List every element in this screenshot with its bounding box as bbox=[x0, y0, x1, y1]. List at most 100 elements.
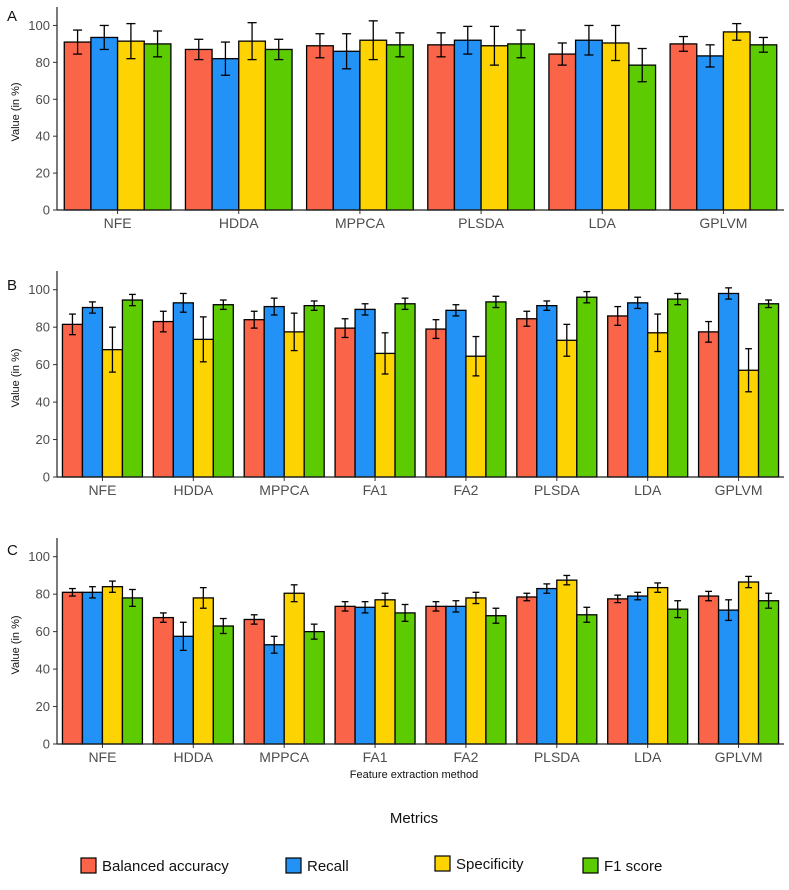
bar-b-mppca-balanced-accuracy bbox=[243, 319, 265, 478]
error-bar-c-nfe-balanced-accuracy bbox=[69, 587, 76, 597]
x-tick-label-b-mppca: MPPCA bbox=[259, 482, 309, 498]
error-bar-c-gplvm-f1-score bbox=[765, 592, 772, 609]
error-bar-b-mppca-specificity bbox=[290, 312, 298, 352]
error-bar-a-mppca-recall bbox=[342, 33, 352, 70]
error-bar-c-plsda-recall bbox=[543, 583, 551, 594]
error-bar-b-lda-specificity bbox=[654, 313, 662, 353]
bar-b-plsda-f1-score bbox=[576, 296, 598, 478]
error-bar-b-nfe-balanced-accuracy bbox=[69, 313, 76, 336]
error-bar-b-lda-recall bbox=[634, 296, 642, 310]
x-tick-label-c-hdda: HDDA bbox=[173, 749, 213, 765]
error-bar-b-plsda-f1-score bbox=[583, 290, 591, 304]
legend-swatch-f1-score bbox=[582, 857, 599, 874]
error-bar-a-nfe-specificity bbox=[126, 22, 136, 60]
bar-a-lda-balanced-accuracy bbox=[548, 53, 577, 211]
y-tick-label-c-40: 40 bbox=[36, 662, 50, 677]
error-bar-b-plsda-recall bbox=[543, 300, 551, 311]
error-bar-b-nfe-recall bbox=[89, 301, 96, 314]
y-axis-label-b: Value (in %) bbox=[10, 348, 22, 407]
y-tick-label-c-0: 0 bbox=[43, 737, 50, 752]
legend-title: Metrics bbox=[390, 810, 438, 827]
error-bar-c-fa1-specificity bbox=[381, 592, 389, 608]
bar-c-plsda-balanced-accuracy bbox=[516, 596, 538, 745]
bar-b-mppca-recall bbox=[263, 305, 285, 478]
chart-panel-c: C Value (in %) 0 20 40 60 80 100 NFE HDDA MPPCA FA1… bbox=[7, 538, 784, 765]
x-tick-label-c-lda: LDA bbox=[634, 749, 662, 765]
bar-b-mppca-f1-score bbox=[303, 304, 325, 478]
error-bar-b-fa1-f1-score bbox=[401, 297, 409, 311]
error-bar-a-hdda-f1-score bbox=[274, 38, 284, 61]
bar-b-plsda-balanced-accuracy bbox=[516, 318, 538, 478]
error-bar-c-fa2-specificity bbox=[472, 591, 480, 605]
bar-b-hdda-recall bbox=[172, 302, 194, 478]
error-bar-c-mppca-specificity bbox=[290, 584, 298, 603]
y-tick-label-c-100: 100 bbox=[28, 549, 50, 564]
legend: Balanced accuracy Recall Specificity F1 … bbox=[80, 855, 662, 875]
bar-c-hdda-f1-score bbox=[212, 625, 234, 745]
error-bar-b-fa2-specificity bbox=[472, 335, 480, 377]
error-bar-b-fa1-recall bbox=[361, 303, 369, 316]
y-tick-label-c-20: 20 bbox=[36, 699, 50, 714]
legend-label-balanced-accuracy: Balanced accuracy bbox=[102, 858, 229, 875]
bar-b-gplvm-balanced-accuracy bbox=[697, 331, 720, 478]
bar-c-plsda-f1-score bbox=[576, 614, 598, 745]
error-bar-c-mppca-recall bbox=[270, 635, 278, 654]
bar-c-lda-f1-score bbox=[667, 608, 689, 745]
error-bar-b-gplvm-balanced-accuracy bbox=[705, 320, 712, 343]
error-bar-c-fa1-recall bbox=[361, 601, 369, 614]
bar-c-gplvm-f1-score bbox=[757, 600, 780, 745]
y-tick-label-b-100: 100 bbox=[28, 282, 50, 297]
bar-c-fa1-recall bbox=[354, 606, 376, 745]
bar-a-mppca-recall bbox=[332, 50, 361, 211]
bar-a-hdda-specificity bbox=[238, 40, 267, 211]
error-bar-c-fa2-f1-score bbox=[492, 607, 500, 624]
bar-a-gplvm-recall bbox=[696, 55, 725, 211]
error-bar-c-hdda-f1-score bbox=[219, 617, 227, 635]
error-bar-b-hdda-f1-score bbox=[219, 299, 227, 311]
y-tick-label-b-60: 60 bbox=[36, 357, 50, 372]
error-bar-c-gplvm-specificity bbox=[745, 575, 752, 589]
error-bar-a-nfe-balanced-accuracy bbox=[73, 29, 83, 55]
bar-a-gplvm-specificity bbox=[722, 31, 751, 211]
error-bar-b-gplvm-specificity bbox=[745, 348, 752, 393]
bar-b-gplvm-recall bbox=[717, 292, 740, 478]
error-bar-c-mppca-f1-score bbox=[310, 623, 318, 640]
chart-panel-a: A Value (in %) 0 20 40 60 80 100 NFE HDDA MPPCA PLS… bbox=[7, 7, 784, 231]
error-bar-b-fa2-f1-score bbox=[492, 295, 500, 309]
y-axis-label-a: Value (in %) bbox=[10, 82, 22, 141]
bar-a-lda-f1-score bbox=[628, 64, 657, 211]
bar-a-hdda-recall bbox=[211, 58, 240, 211]
error-bar-c-plsda-f1-score bbox=[583, 606, 591, 623]
x-tick-label-c-fa1: FA1 bbox=[363, 749, 388, 765]
legend-swatch-specificity bbox=[434, 855, 451, 872]
error-bar-a-plsda-balanced-accuracy bbox=[436, 32, 446, 58]
error-bar-a-gplvm-specificity bbox=[732, 22, 742, 41]
error-bar-c-hdda-recall bbox=[179, 621, 187, 652]
error-bar-c-gplvm-balanced-accuracy bbox=[705, 590, 712, 602]
error-bar-b-plsda-balanced-accuracy bbox=[523, 310, 531, 327]
error-bar-a-plsda-recall bbox=[463, 25, 473, 55]
y-tick-label-c-60: 60 bbox=[36, 624, 50, 639]
error-bar-b-fa2-balanced-accuracy bbox=[432, 319, 440, 340]
error-bar-a-mppca-specificity bbox=[368, 20, 378, 61]
bar-b-hdda-balanced-accuracy bbox=[152, 320, 174, 478]
bar-b-gplvm-f1-score bbox=[757, 303, 780, 478]
chart-panels: A Value (in %) 0 20 40 60 80 100 NFE HDDA MPPCA PLS… bbox=[7, 7, 784, 765]
x-tick-label-b-hdda: HDDA bbox=[173, 482, 213, 498]
bar-b-nfe-recall bbox=[81, 306, 104, 478]
bar-c-gplvm-specificity bbox=[737, 581, 760, 745]
error-bar-a-hdda-balanced-accuracy bbox=[194, 38, 204, 61]
bar-a-gplvm-balanced-accuracy bbox=[669, 43, 698, 211]
bar-c-fa2-recall bbox=[445, 605, 467, 745]
y-tick-label-a-40: 40 bbox=[36, 129, 50, 144]
bar-c-hdda-balanced-accuracy bbox=[152, 616, 174, 745]
error-bar-c-lda-recall bbox=[634, 591, 642, 601]
bar-a-plsda-f1-score bbox=[507, 43, 536, 211]
bar-a-hdda-balanced-accuracy bbox=[184, 48, 213, 211]
bar-c-fa2-f1-score bbox=[485, 615, 507, 745]
error-bar-c-plsda-balanced-accuracy bbox=[523, 592, 531, 602]
error-bar-b-fa1-balanced-accuracy bbox=[341, 318, 349, 339]
error-bar-b-plsda-specificity bbox=[563, 323, 571, 357]
bar-a-mppca-balanced-accuracy bbox=[305, 45, 334, 211]
